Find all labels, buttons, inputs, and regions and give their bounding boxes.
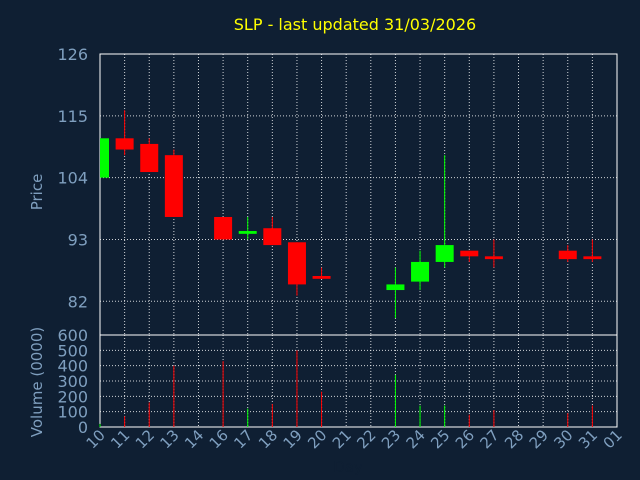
candle-19 — [287, 242, 306, 296]
candle-body — [214, 216, 233, 240]
candle-24 — [411, 250, 430, 291]
chart-title: SLP - last updated 31/03/2026 — [234, 15, 476, 34]
candle-body — [558, 250, 577, 260]
candle-13 — [164, 149, 183, 217]
volume-tick-label: 600 — [57, 326, 88, 345]
volume-panel-frame — [99, 334, 618, 428]
volume-tick-label: 0 — [78, 418, 88, 437]
candle-body — [287, 242, 306, 285]
candle-body — [263, 228, 282, 246]
price-tick-label: 126 — [57, 45, 88, 64]
candle-17 — [238, 216, 257, 240]
candle-16 — [214, 216, 233, 240]
candle-20 — [312, 267, 331, 279]
candle-body — [238, 231, 257, 234]
candle-body — [386, 284, 405, 291]
candle-body — [484, 256, 503, 260]
volume-tick-label: 500 — [57, 341, 88, 360]
candle-body — [312, 275, 331, 279]
volume-tick-label: 300 — [57, 372, 88, 391]
price-axis-label: Price — [28, 174, 46, 211]
price-tick-label: 82 — [68, 292, 88, 311]
candle-body — [115, 138, 134, 150]
candle-10 — [100, 138, 109, 178]
candle-body — [100, 138, 109, 178]
day-axis-label: Day — [333, 458, 363, 476]
candle-27 — [484, 239, 503, 268]
price-tick-label: 115 — [57, 107, 88, 126]
price-tick-label: 104 — [57, 169, 88, 188]
candle-25 — [435, 155, 454, 268]
volume-tick-label: 400 — [57, 357, 88, 376]
volume-axis-label: Volume (0000) — [28, 327, 46, 437]
candle-12 — [140, 138, 159, 173]
volume-bars — [99, 350, 593, 427]
candle-body — [411, 261, 430, 282]
price-tick-labels: 126 115 104 93 82 — [57, 45, 88, 311]
candle-30 — [558, 245, 577, 262]
volume-tick-label: 200 — [57, 387, 88, 406]
candle-body — [583, 256, 602, 260]
price-tick-label: 93 — [68, 230, 88, 249]
candle-body — [164, 155, 183, 217]
candle-body — [435, 245, 454, 262]
volume-tick-label: 100 — [57, 403, 88, 422]
candle-18 — [263, 216, 282, 246]
candle-body — [460, 250, 479, 257]
candle-body — [140, 143, 159, 173]
candle-26 — [460, 250, 479, 262]
candle-23 — [386, 267, 405, 319]
candles — [100, 110, 602, 319]
candle-11 — [115, 110, 134, 156]
candle-31 — [583, 239, 602, 262]
